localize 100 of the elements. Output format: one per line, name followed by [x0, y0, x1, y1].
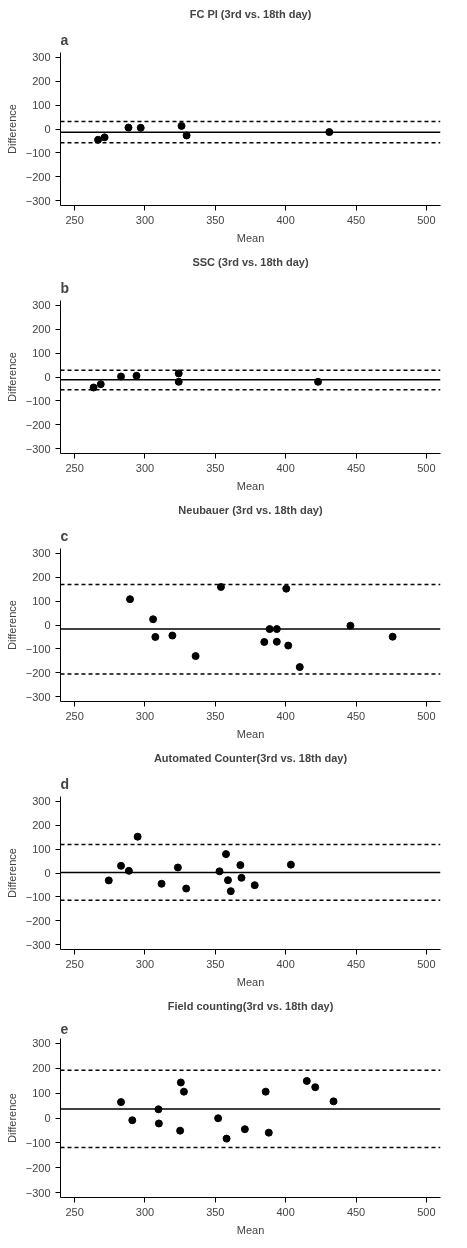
y-tick-label: 300 [32, 547, 51, 560]
point [215, 867, 224, 876]
point [174, 369, 183, 378]
x-tick-label: 500 [417, 213, 436, 226]
point [117, 1098, 126, 1107]
point [272, 637, 281, 646]
x-tick-label: 350 [206, 461, 225, 474]
y-tick-label: −200 [25, 666, 51, 679]
y-tick-label: 200 [32, 1062, 51, 1075]
point [237, 873, 246, 882]
point [222, 1134, 231, 1143]
y-tick-label: 200 [32, 571, 51, 584]
x-tick-label: 400 [276, 709, 295, 722]
point [284, 641, 293, 650]
x-tick-label: 500 [417, 461, 436, 474]
y-tick-label: −300 [25, 442, 51, 455]
point [176, 1078, 185, 1087]
point [261, 1087, 270, 1096]
y-tick-label: −100 [25, 642, 51, 655]
point [104, 876, 113, 885]
point [182, 884, 191, 893]
point [117, 372, 126, 381]
x-tick-label: 300 [135, 709, 155, 722]
y-tick-label: 100 [32, 595, 51, 608]
y-tick-label: −300 [25, 938, 51, 951]
x-tick-label: 300 [135, 957, 155, 970]
x-axis-title: Mean [236, 975, 265, 988]
x-axis-title: Mean [236, 1223, 265, 1236]
y-tick-label: −100 [25, 890, 51, 903]
y-tick-label: −200 [25, 914, 51, 927]
y-axis-title: Difference [5, 600, 18, 650]
x-tick-label: 300 [135, 461, 155, 474]
x-tick-label: 300 [135, 213, 155, 226]
y-axis-title: Difference [5, 352, 18, 402]
x-tick-label: 400 [276, 461, 295, 474]
x-tick-label: 450 [346, 213, 366, 226]
y-tick-label: −200 [25, 1161, 51, 1174]
point [295, 663, 304, 672]
text: b [60, 279, 70, 296]
point [177, 121, 186, 130]
y-tick-label: 200 [32, 75, 51, 88]
x-tick-label: 300 [135, 1205, 155, 1218]
x-tick-label: 400 [276, 1205, 295, 1218]
point [388, 632, 397, 641]
y-tick-label: 300 [32, 1037, 51, 1050]
point [260, 637, 269, 646]
point [182, 131, 191, 140]
x-tick-label: 350 [206, 957, 225, 970]
x-tick-label: 500 [417, 957, 436, 970]
y-tick-label: −100 [25, 394, 51, 407]
x-tick-label: 450 [346, 461, 366, 474]
y-tick-label: 100 [32, 347, 51, 360]
point [286, 860, 295, 869]
point [151, 632, 160, 641]
x-tick-label: 500 [417, 709, 436, 722]
y-tick-label: 0 [44, 619, 51, 631]
text: e [60, 1020, 69, 1037]
point [136, 123, 145, 132]
point [250, 881, 259, 890]
point [117, 861, 126, 870]
point [226, 887, 235, 896]
point [100, 133, 109, 142]
point [154, 1119, 163, 1128]
point [191, 652, 200, 661]
point [157, 879, 166, 888]
point [282, 584, 291, 593]
x-tick-label: 400 [276, 957, 295, 970]
point [133, 832, 142, 841]
point [128, 1116, 137, 1125]
point [236, 861, 245, 870]
text: c [60, 527, 69, 544]
chart-title: SSC (3rd vs. 18th day) [192, 255, 309, 268]
y-tick-label: 0 [44, 867, 51, 879]
y-tick-label: 0 [44, 1112, 51, 1124]
y-tick-label: 300 [32, 299, 51, 312]
y-tick-label: 100 [32, 843, 51, 856]
point [168, 631, 177, 640]
x-tick-label: 350 [206, 709, 225, 722]
point [240, 1125, 249, 1134]
x-tick-label: 450 [346, 1205, 366, 1218]
y-tick-label: −300 [25, 1186, 51, 1199]
point [329, 1097, 338, 1106]
y-axis-title: Difference [5, 1093, 18, 1143]
point [94, 135, 103, 144]
y-axis-title: Difference [5, 848, 18, 898]
y-tick-label: −200 [25, 170, 51, 183]
x-tick-label: 450 [346, 709, 366, 722]
x-tick-label: 350 [206, 1205, 225, 1218]
y-tick-label: 100 [32, 1087, 51, 1100]
x-axis-title: Mean [236, 727, 265, 740]
y-tick-label: −300 [25, 690, 51, 703]
point [214, 1114, 223, 1123]
y-tick-label: −200 [25, 418, 51, 431]
point [173, 863, 182, 872]
point [222, 850, 231, 859]
y-tick-label: −100 [25, 1136, 51, 1149]
y-tick-label: 200 [32, 323, 51, 336]
y-tick-label: 300 [32, 51, 51, 64]
chart-title: Automated Counter(3rd vs. 18th day) [153, 751, 348, 764]
point [311, 1083, 320, 1092]
